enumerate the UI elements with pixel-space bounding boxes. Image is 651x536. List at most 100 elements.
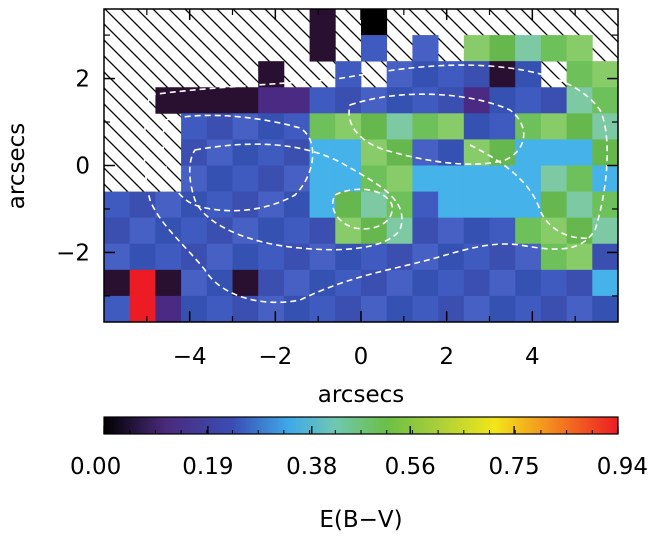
heatmap-cell xyxy=(181,217,208,245)
contour-middle xyxy=(188,143,403,251)
contour-lines xyxy=(143,64,608,304)
heatmap-cell xyxy=(104,191,131,219)
heatmap-cell xyxy=(335,452,361,478)
heatmap-cell xyxy=(541,322,567,348)
heatmap-cell xyxy=(386,243,413,271)
heatmap-cell xyxy=(207,348,233,374)
heatmap-cell xyxy=(361,139,388,166)
x-tick-label: 2 xyxy=(439,344,454,370)
heatmap-cell xyxy=(283,269,310,297)
heatmap-cell xyxy=(567,322,593,348)
heatmap-cell xyxy=(129,217,156,245)
heatmap-cell xyxy=(129,243,156,271)
heatmap-cell xyxy=(567,348,593,374)
heatmap-cell xyxy=(258,217,285,245)
heatmap-cell xyxy=(644,374,651,400)
heatmap-cell xyxy=(644,192,651,218)
heatmap-cell xyxy=(335,139,362,166)
heatmap-cell xyxy=(592,322,618,348)
heatmap-cell xyxy=(412,295,439,322)
heatmap-cell xyxy=(618,218,644,244)
heatmap-cell xyxy=(515,295,542,322)
heatmap-cell xyxy=(412,191,439,219)
heatmap-cell xyxy=(489,139,516,166)
heatmap-cell xyxy=(644,139,651,165)
heatmap-cell xyxy=(309,165,336,192)
x-tick-label: 4 xyxy=(525,344,540,370)
heatmap-cell xyxy=(515,217,542,245)
heatmap-cell xyxy=(592,348,618,374)
heatmap-cell xyxy=(618,348,644,374)
heatmap-cell xyxy=(258,87,285,114)
heatmap-cell xyxy=(283,217,310,245)
heatmap-cell xyxy=(283,191,310,219)
heatmap-cell xyxy=(644,113,651,139)
heatmap-cell xyxy=(618,322,644,348)
heatmap-cell xyxy=(104,322,130,348)
heatmap-cell xyxy=(206,269,233,297)
heatmap-cell xyxy=(387,348,413,374)
heatmap-cell xyxy=(515,61,542,88)
heatmap-cell xyxy=(489,61,516,88)
heatmap-cell xyxy=(361,87,388,114)
heatmap-cell xyxy=(283,295,310,322)
heatmap-cell xyxy=(258,269,285,297)
x-tick-label: 0 xyxy=(354,344,369,370)
heatmap-cell xyxy=(155,295,182,322)
heatmap-cell xyxy=(309,35,336,62)
heatmap-cell xyxy=(361,217,388,245)
heatmap-cell xyxy=(258,243,285,271)
heatmap-cell xyxy=(129,295,156,322)
heatmap-cell xyxy=(515,35,542,62)
heatmap-cell xyxy=(566,191,593,219)
heatmap-cell xyxy=(386,217,413,245)
colorbar-tick-label: 0.75 xyxy=(488,454,539,480)
heatmap-cells xyxy=(104,9,651,478)
heatmap-cell xyxy=(566,243,593,271)
colorbar-tick-label: 0.94 xyxy=(597,454,648,480)
heatmap-cell xyxy=(540,87,567,114)
heatmap-cell xyxy=(644,426,651,452)
heatmap-cell xyxy=(309,191,336,219)
heatmap-cell xyxy=(181,269,208,297)
heatmap-cell xyxy=(206,165,233,192)
heatmap-cell xyxy=(386,61,413,88)
heatmap-cell xyxy=(489,217,516,245)
heatmap-cell xyxy=(592,139,618,166)
heatmap-cell xyxy=(566,61,593,88)
heatmap-cell xyxy=(438,374,464,400)
axis-ticks: −4 −2 0 2 4 −2 0 2 xyxy=(56,9,618,370)
heatmap-cell xyxy=(309,217,336,245)
heatmap-cell xyxy=(412,217,439,245)
heatmap-cell xyxy=(566,87,593,114)
heatmap-cell xyxy=(463,165,490,192)
heatmap-cell xyxy=(206,113,233,140)
heatmap-cell xyxy=(361,165,388,192)
heatmap-cell xyxy=(618,61,644,87)
y-tick-label: −2 xyxy=(56,240,90,266)
heatmap-cell xyxy=(644,87,651,113)
heatmap-cell xyxy=(566,113,593,140)
heatmap-cell xyxy=(335,87,362,114)
heatmap-cell xyxy=(181,295,208,322)
heatmap-cell xyxy=(566,269,593,297)
heatmap-cell xyxy=(540,35,567,62)
heatmap-cell xyxy=(618,9,644,35)
heatmap-cell xyxy=(540,139,567,166)
heatmap-cell xyxy=(258,139,285,166)
heatmap-cell xyxy=(463,269,490,297)
heatmap-cell xyxy=(412,61,439,88)
heatmap-cell xyxy=(489,35,516,62)
heatmap-cell xyxy=(540,217,567,245)
heatmap-cell xyxy=(489,165,516,192)
colorbar-label: E(B−V) xyxy=(319,507,402,533)
heatmap-cell xyxy=(361,113,388,140)
heatmap-cell xyxy=(464,374,490,400)
heatmap-cell xyxy=(335,61,362,88)
heatmap-cell xyxy=(463,113,490,140)
heatmap-cell xyxy=(206,139,233,166)
heatmap-cell xyxy=(515,87,542,114)
colorbar-tick-label: 0.56 xyxy=(385,454,436,480)
colorbar-tick-label: 0.00 xyxy=(70,454,121,480)
heatmap-cell xyxy=(309,295,336,322)
